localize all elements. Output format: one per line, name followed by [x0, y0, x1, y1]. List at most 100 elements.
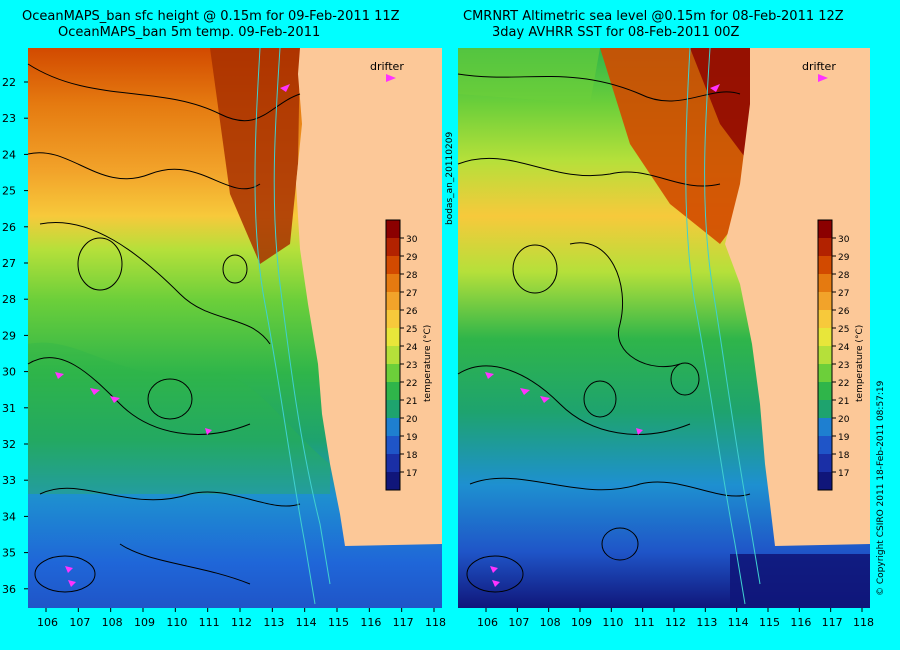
longitude-label: 114 — [296, 616, 317, 629]
colorbar-swatch — [386, 274, 400, 293]
colorbar-swatch — [818, 346, 832, 365]
longitude-label: 112 — [665, 616, 686, 629]
colorbar-tick-label: 25 — [838, 325, 849, 335]
colorbar-swatch — [386, 382, 400, 401]
left-colorbar-title: temperature (°C) — [423, 325, 433, 402]
colorbar-frame — [385, 219, 401, 491]
right-title-line1: CMRNRT Altimetric sea level @0.15m for 0… — [463, 9, 844, 24]
latitude-label: 32 — [2, 438, 16, 451]
colorbar-tick-label: 22 — [406, 379, 417, 389]
colorbar-tick-label: 26 — [838, 307, 850, 317]
right-drifter-legend: drifter — [802, 60, 836, 82]
colorbar-swatch — [386, 364, 400, 383]
longitude-label: 116 — [790, 616, 811, 629]
colorbar-swatch — [818, 238, 832, 257]
colorbar-tick-label: 25 — [406, 325, 417, 335]
colorbar-swatch — [818, 292, 832, 311]
colorbar-tick-label: 18 — [406, 451, 418, 461]
colorbar-swatch — [386, 418, 400, 437]
longitude-label: 110 — [166, 616, 187, 629]
colorbar-tick-label: 30 — [406, 235, 418, 245]
latitude-label: 26 — [2, 221, 16, 234]
longitude-label: 111 — [634, 616, 655, 629]
colorbar-swatch — [818, 256, 832, 275]
colorbar-tick-label: 28 — [838, 271, 850, 281]
colorbar-swatch — [386, 256, 400, 275]
colorbar-tick-label: 23 — [838, 361, 849, 371]
colorbar-tick-label: 22 — [838, 379, 849, 389]
colorbar-swatch — [386, 310, 400, 329]
longitude-label: 110 — [602, 616, 623, 629]
longitude-label: 108 — [102, 616, 123, 629]
longitude-label: 107 — [69, 616, 90, 629]
colorbar-frame — [817, 219, 833, 491]
longitude-label: 118 — [853, 616, 874, 629]
latitude-label: 31 — [2, 402, 16, 415]
colorbar-tick-label: 21 — [838, 397, 849, 407]
colorbar-swatch — [818, 328, 832, 347]
latitude-label: 23 — [2, 112, 16, 125]
colorbar-swatch — [818, 454, 832, 473]
colorbar-swatch — [386, 472, 400, 491]
longitude-label: 107 — [508, 616, 529, 629]
longitude-label: 106 — [477, 616, 498, 629]
colorbar-tick-label: 27 — [406, 289, 417, 299]
right-land — [725, 48, 870, 546]
copyright-label: © Copyright CSIRO 2011 18-Feb-2011 08:57… — [876, 380, 886, 596]
left-title-line2: OceanMAPS_ban 5m temp. 09-Feb-2011 — [58, 25, 321, 40]
colorbar-tick-label: 29 — [406, 253, 418, 263]
colorbar-tick-label: 17 — [406, 469, 417, 479]
latitude-label: 27 — [2, 257, 16, 270]
latitude-label: 28 — [2, 293, 16, 306]
colorbar-swatch — [386, 292, 400, 311]
left-land — [296, 48, 442, 546]
latitude-label: 35 — [2, 547, 16, 560]
colorbar-tick-label: 24 — [406, 343, 418, 353]
longitude-label: 113 — [696, 616, 717, 629]
longitude-label: 114 — [728, 616, 749, 629]
right-longitude-labels: 106 107 108 109 110 111 112 113 114 115 116 117 118 — [477, 608, 874, 629]
longitude-label: 106 — [37, 616, 58, 629]
latitude-label: 29 — [2, 329, 16, 342]
colorbar-tick-label: 30 — [838, 235, 850, 245]
drifter-arrow-icon — [818, 74, 828, 82]
drifter-arrow-icon — [386, 74, 396, 82]
colorbar-tick-label: 23 — [406, 361, 417, 371]
colorbar-tick-label: 29 — [838, 253, 850, 263]
longitude-label: 109 — [134, 616, 155, 629]
colorbar-tick-label: 26 — [406, 307, 418, 317]
left-colorbar: 30 29 28 27 26 25 24 23 22 21 20 19 18 17 temperature… — [385, 219, 433, 491]
longitude-label: 117 — [393, 616, 414, 629]
right-colorbar: 30 29 28 27 26 25 24 23 22 21 20 19 18 17 temperature… — [817, 219, 865, 491]
right-drifters — [485, 84, 720, 587]
colorbar-tick-label: 20 — [838, 415, 850, 425]
colorbar-tick-label: 20 — [406, 415, 418, 425]
right-title-line2: 3day AVHRR SST for 08-Feb-2011 00Z — [492, 25, 740, 40]
left-drifter-label: drifter — [370, 60, 404, 73]
right-colorbar-title: temperature (°C) — [855, 325, 865, 402]
colorbar-swatch — [818, 418, 832, 437]
colorbar-swatch — [818, 436, 832, 455]
longitude-label: 118 — [425, 616, 446, 629]
colorbar-tick-label: 19 — [406, 433, 418, 443]
latitude-label: 30 — [2, 366, 16, 379]
colorbar-swatch — [818, 472, 832, 491]
longitude-label: 112 — [231, 616, 252, 629]
colorbar-tick-label: 27 — [838, 289, 849, 299]
left-longitude-labels: 106 107 108 109 110 111 112 113 114 115 116 117 118 — [37, 608, 446, 629]
colorbar-tick-label: 18 — [838, 451, 850, 461]
left-map-panel: drifter 30 29 28 27 26 25 24 23 22 21 20 19 18 17 tem… — [2, 47, 446, 629]
longitude-label: 117 — [822, 616, 843, 629]
latitude-label: 34 — [2, 510, 16, 523]
left-drifter-legend: drifter — [370, 60, 404, 82]
longitude-label: 116 — [360, 616, 381, 629]
latitude-label: 22 — [2, 76, 16, 89]
longitude-label: 111 — [199, 616, 220, 629]
colorbar-swatch — [386, 328, 400, 347]
colorbar-tick-label: 24 — [838, 343, 850, 353]
colorbar-tick-label: 17 — [838, 469, 849, 479]
right-map-panel: drifter 30 29 28 27 26 25 24 23 22 21 20 19 18 17 tem… — [457, 47, 874, 629]
colorbar-swatch — [818, 274, 832, 293]
colorbar-tick-label: 19 — [838, 433, 850, 443]
colorbar-swatch — [386, 220, 400, 239]
